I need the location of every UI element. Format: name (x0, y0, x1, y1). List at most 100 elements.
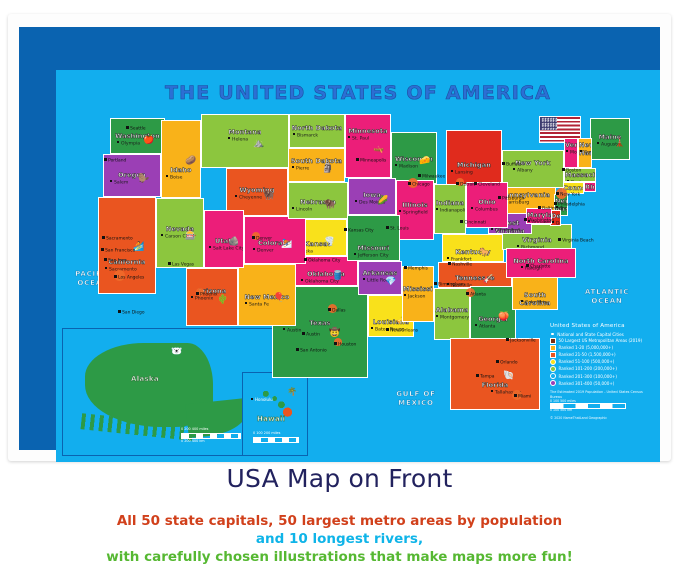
metro-population-dot (114, 270, 125, 281)
state-label: North Carolina (513, 257, 569, 265)
state-maine[interactable]: Maine Augusta 🗼 (590, 118, 630, 160)
state-label: Vermont (565, 141, 578, 149)
flag-star: ★ (554, 119, 558, 124)
flag-star: ★ (543, 119, 547, 124)
flag-star: ★ (543, 116, 547, 121)
state-ohio[interactable]: Ohio Columbus (466, 182, 508, 228)
state-label: Iowa (363, 191, 381, 199)
state-tennessee[interactable]: Tennessee Nashville 🎸 (438, 262, 512, 288)
state-washington[interactable]: Washington Olympia 🍎 (110, 118, 165, 154)
skier-illustration: ⛷️ (281, 238, 293, 248)
state-new-york[interactable]: New York Albany (502, 150, 564, 188)
flag-star: ★ (551, 124, 555, 129)
state-south-dakota[interactable]: South Dakota Pierre 🗿 (288, 148, 345, 182)
flag-star: ★ (554, 116, 558, 121)
state-north-carolina[interactable]: North Carolina Raleigh (506, 248, 576, 278)
state-wyoming[interactable]: Wyoming Cheyenne 🦬 (226, 168, 288, 216)
state-idaho[interactable]: Idaho Boise 🥔 (161, 120, 201, 198)
state-label: Nebraska (300, 198, 336, 206)
state-wisconsin[interactable]: Wisconsin Madison 🧀 (391, 132, 437, 184)
legend-entry-label: Ranked 301-400 (50,000+) (558, 380, 615, 386)
state-california[interactable]: California Sacramento 🏄 (98, 197, 156, 294)
pacific-ocean-label: PACIFIC OCEAN (75, 270, 111, 287)
arch-illustration: 🪨 (228, 236, 240, 246)
hawaii-islands (259, 387, 293, 421)
state-capital-maryland: Annapolis (528, 220, 551, 223)
state-minnesota[interactable]: Minnesota St. Paul 🛶 (345, 114, 391, 178)
legend-r1-20: Ranked 1-20 (5,000,000+) (550, 344, 654, 351)
state-arizona[interactable]: Arizona Phoenix 🌵 (186, 268, 238, 326)
state-capital-arizona: Phoenix (191, 296, 213, 301)
map-blue-frame: THE UNITED STATES OF AMERICA ★ ★ ★ ★ ★ ★ ★ ★ ★ ★ ★… (19, 27, 660, 462)
state-label: Kentucky (455, 248, 491, 256)
state-michigan[interactable]: Michigan Lansing (446, 130, 502, 186)
state-missouri[interactable]: Missouri Jefferson City (347, 215, 400, 261)
state-label: Oklahoma (307, 270, 345, 278)
state-capital-georgia: Atlanta (475, 324, 495, 329)
state-label: Maryland (527, 211, 551, 219)
state-nevada[interactable]: Nevada Carson City 🎰 (156, 198, 204, 268)
state-new-mexico[interactable]: New Mexico Santa Fe 🎈 (238, 264, 296, 326)
mountain-illustration: ⛰️ (253, 138, 265, 148)
state-indiana[interactable]: Indiana Indianapolis (434, 184, 466, 234)
metro-population-dot (466, 288, 475, 297)
state-nebraska[interactable]: Nebraska Lincoln 🦬 (288, 182, 348, 219)
metro-population-dot (556, 188, 567, 199)
state-florida[interactable]: Florida Tallahassee 🐚 (450, 338, 540, 410)
state-oregon[interactable]: Oregon Salem 🦫 (103, 154, 161, 197)
state-arkansas[interactable]: Arkansas Little Rock 💎 (358, 261, 402, 295)
alaska-scale-km: 0 200 400 km (181, 439, 205, 443)
state-capital-utah: Salt Lake City (209, 246, 243, 251)
usa-map[interactable]: THE UNITED STATES OF AMERICA ★ ★ ★ ★ ★ ★ ★ ★ ★ ★ ★… (56, 70, 660, 462)
state-capital-arkansas: Little Rock (363, 278, 391, 283)
legend-entry-label: Ranked 21-50 (1,500,000+) (558, 352, 616, 358)
beaver-illustration: 🦫 (138, 173, 150, 183)
state-alabama[interactable]: Alabama Montgomery (434, 288, 470, 340)
legend-r301-400: Ranked 301-400 (50,000+) (550, 380, 654, 387)
state-utah[interactable]: Utah Salt Lake City 🪨 (204, 210, 244, 268)
state-label: New Mexico (244, 293, 290, 301)
flag-star: ★ (546, 116, 550, 121)
state-illinois[interactable]: Illinois Springfield (396, 180, 434, 240)
state-capital-colorado: Denver (253, 248, 274, 253)
state-vermont[interactable]: VermontMontpelier (564, 138, 578, 168)
flag-star: ★ (541, 126, 545, 131)
hawaii-label: Hawaii (257, 415, 286, 423)
state-label: Indiana (435, 199, 465, 207)
guitar-illustration: 🎸 (482, 274, 494, 284)
state-colorado[interactable]: Colorado Denver ⛷️ (244, 216, 306, 264)
flag-star: ★ (541, 116, 545, 121)
state-montana[interactable]: Montana Helena ⛰️ (201, 114, 289, 168)
state-mississippi[interactable]: MississippiJackson (402, 266, 434, 322)
state-connecticut[interactable]: ConnecticutHartford (562, 182, 584, 194)
state-new-hampshire[interactable]: New HampshireConcord (578, 138, 592, 168)
state-massachusetts[interactable]: MassachusettsBoston (564, 168, 596, 182)
flag-star: ★ (546, 119, 550, 124)
legend-r201-300: Ranked 201-300 (100,000+) (550, 373, 654, 380)
state-north-dakota[interactable]: North Dakota Bismarck (289, 114, 345, 148)
hawaii-inset[interactable]: Honolulu Hawaii 🌴 0 100 200 miles (242, 372, 308, 456)
state-label: Florida (481, 381, 509, 389)
metro-population-dot (408, 178, 418, 188)
state-capital-california: Sacramento (105, 267, 137, 272)
caption-title: USA Map on Front (226, 464, 453, 493)
flag-star: ★ (551, 121, 555, 126)
state-label: Arizona (197, 287, 227, 295)
state-kentucky[interactable]: Kentucky Frankfort 🐎 (442, 234, 504, 262)
state-maryland[interactable]: MarylandAnnapolis (526, 208, 552, 224)
state-rhode-island[interactable]: Rhode IslandProvidence (584, 182, 596, 192)
caption-line-1: All 50 state capitals, 50 largest metro … (116, 513, 563, 529)
legend-scale-km: 0 100 500 km (550, 408, 573, 413)
peach-illustration: 🍑 (498, 311, 510, 321)
state-capital-south-dakota: Pierre (292, 166, 309, 171)
state-label: Wisconsin (394, 155, 434, 163)
state-georgia[interactable]: Georgia Atlanta 🍑 (470, 286, 516, 342)
legend-rows: National and State Capital Cities 50 Larg… (550, 332, 654, 387)
state-label: Massachusetts (565, 171, 595, 179)
legend-entry-label: Ranked 101-200 (200,000+) (558, 366, 617, 372)
state-iowa[interactable]: Iowa Des Moines 🌽 (348, 178, 396, 215)
state-label: Arkansas (362, 269, 398, 277)
state-south-carolina[interactable]: South Carolina Columbia (512, 276, 558, 310)
state-label: Wyoming (239, 186, 275, 194)
tornado-illustration: 🌪️ (324, 236, 336, 246)
